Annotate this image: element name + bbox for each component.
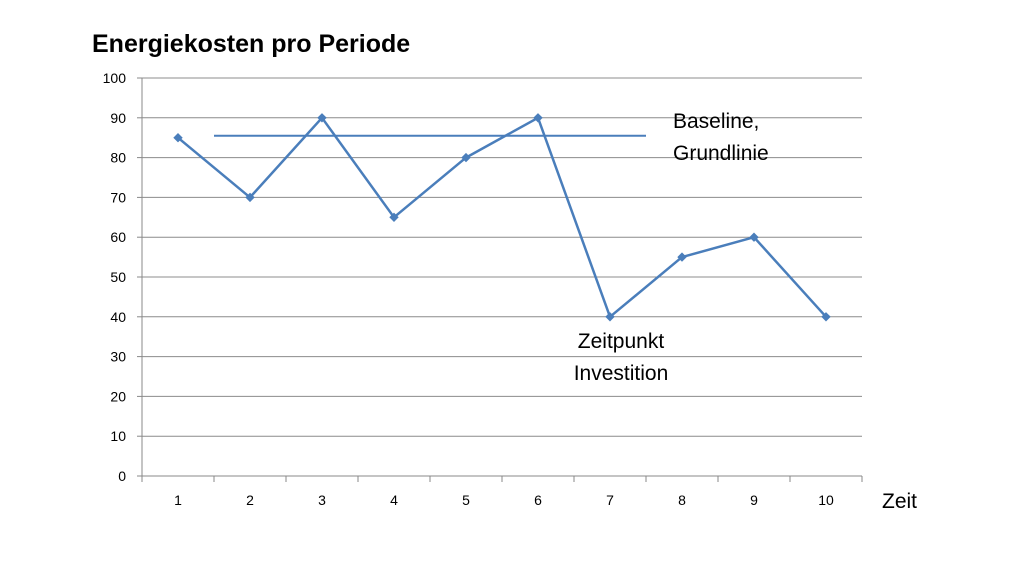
data-point [749, 232, 759, 242]
x-tick-label: 3 [318, 492, 326, 508]
y-tick-label: 20 [110, 388, 126, 404]
data-point [245, 192, 255, 203]
x-tick-label: 5 [462, 492, 470, 508]
series [173, 113, 831, 322]
x-tick-label: 4 [390, 492, 398, 508]
baseline-annotation-line2: Grundlinie [673, 142, 769, 165]
data-point [605, 312, 615, 322]
data-point [533, 113, 543, 123]
y-axis-ticks: 0 10 20 30 40 50 60 70 80 90 100 [103, 70, 127, 484]
y-tick-label: 100 [103, 70, 127, 86]
y-tick-label: 50 [110, 269, 126, 285]
data-point [821, 312, 831, 322]
series-line [177, 116, 827, 319]
data-point [461, 152, 471, 163]
y-tick-label: 0 [118, 468, 126, 484]
x-tick-label: 2 [246, 492, 254, 508]
data-point [389, 212, 399, 223]
x-axis-ticks: 1 2 3 4 5 6 7 8 9 10 [174, 492, 834, 508]
baseline-annotation-line1: Baseline, [673, 110, 759, 133]
y-tick-label: 40 [110, 309, 126, 325]
y-tick-label: 70 [110, 189, 126, 205]
y-tick-label: 60 [110, 229, 126, 245]
x-tick-label: 9 [750, 492, 758, 508]
grid [137, 77, 863, 482]
data-point [677, 252, 687, 262]
x-tick-label: 7 [606, 492, 614, 508]
y-tick-label: 10 [110, 428, 126, 444]
y-tick-label: 30 [110, 349, 126, 365]
x-tick-label: 10 [818, 492, 834, 508]
data-point [317, 113, 327, 123]
x-tick-label: 1 [174, 492, 182, 508]
x-tick-label: 6 [534, 492, 542, 508]
investment-annotation-line1: Zeitpunkt [578, 330, 665, 353]
y-tick-label: 90 [110, 110, 126, 126]
data-point [173, 132, 183, 143]
y-tick-label: 80 [110, 150, 126, 166]
x-axis-label: Zeit [882, 490, 917, 513]
chart-title: Energiekosten pro Periode [92, 30, 410, 58]
x-tick-label: 8 [678, 492, 686, 508]
investment-annotation-line2: Investition [574, 362, 669, 385]
